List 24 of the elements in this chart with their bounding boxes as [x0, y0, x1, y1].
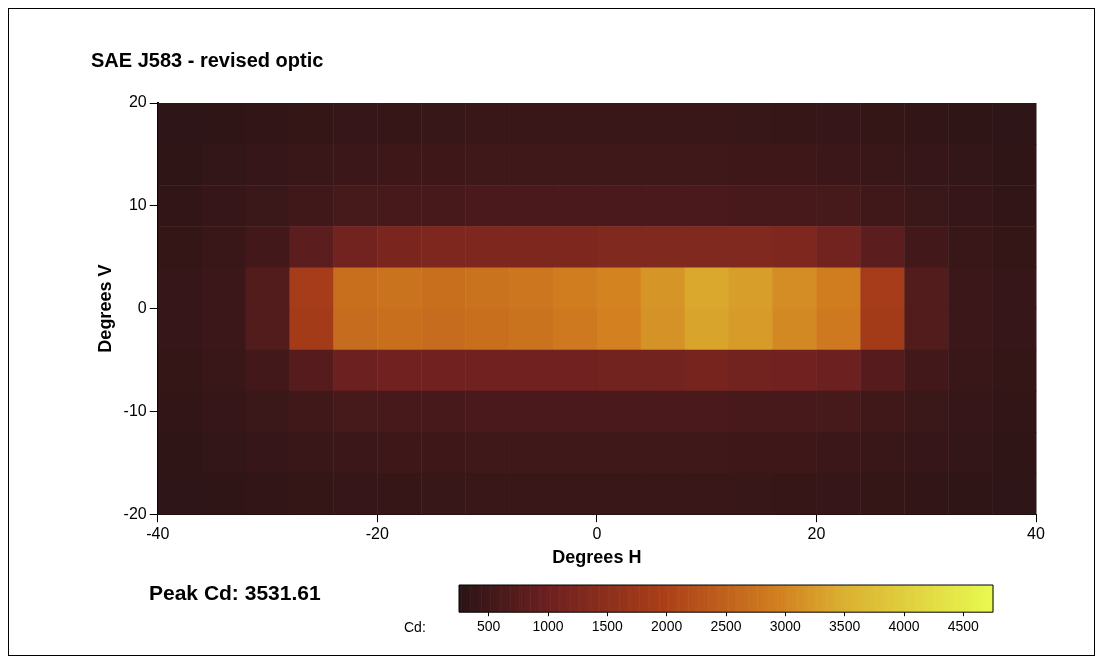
y-axis-title: Degrees V — [94, 264, 115, 353]
x-tick-label: -20 — [365, 525, 389, 543]
color-bar-label: 2000 — [651, 618, 683, 635]
text: Peak Cd: 3531.61 — [149, 581, 321, 605]
color-bar-label: 3000 — [769, 618, 802, 635]
color-bar-label: 4500 — [947, 618, 980, 635]
color-bar-label: 500 — [476, 618, 501, 635]
x-axis-title: Degrees H — [552, 547, 642, 568]
chart-title: SAE J583 - revised optic — [91, 48, 324, 71]
color-bar-label: 2500 — [710, 618, 742, 635]
color-bar-label: 1500 — [591, 618, 624, 635]
x-tick-label: 40 — [1027, 525, 1045, 543]
y-tick-label: -20 — [123, 504, 147, 522]
x-tick-label: 20 — [807, 525, 826, 543]
color-bar-label: 1000 — [532, 618, 564, 635]
color-bar-label: 4000 — [888, 618, 920, 635]
x-tick-label: -40 — [146, 525, 170, 543]
y-tick-label: 0 — [137, 299, 147, 317]
y-tick-label: 10 — [128, 196, 147, 214]
x-tick-label: 0 — [592, 525, 602, 543]
y-tick-label: 20 — [128, 93, 147, 111]
color-bar-title: Cd: — [404, 619, 426, 635]
color-bar-label: 3500 — [829, 618, 861, 635]
y-tick-label: -10 — [123, 401, 147, 419]
